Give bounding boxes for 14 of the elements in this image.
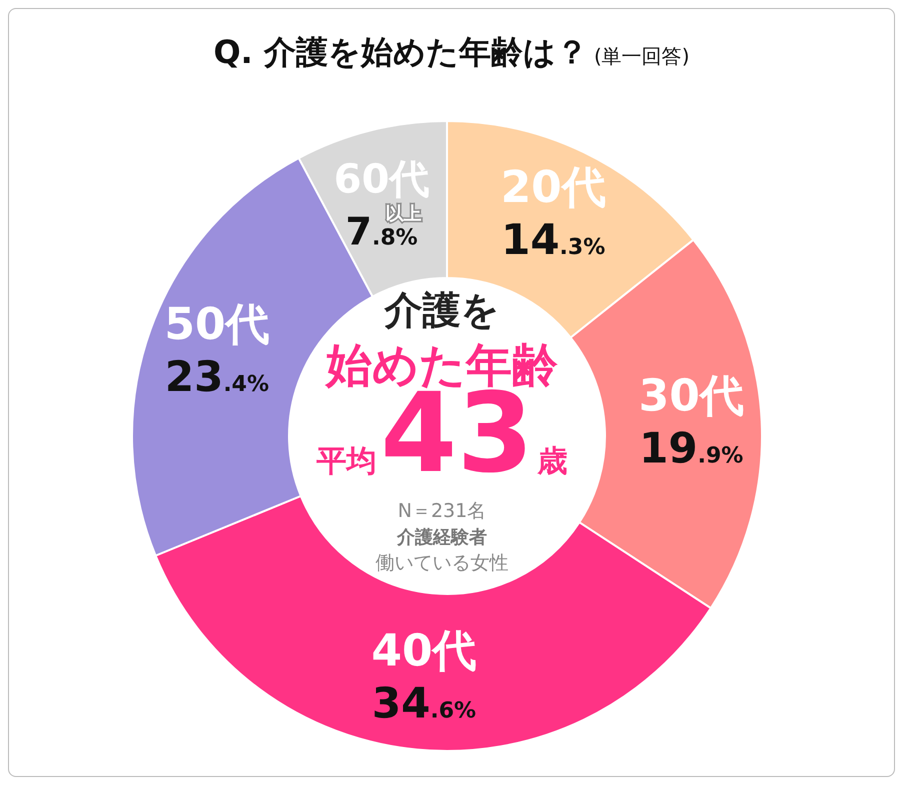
data-label: 19.9%: [639, 423, 744, 472]
text: 働いている女性: [376, 552, 508, 574]
slice-label: 20代: [500, 162, 606, 213]
text: N＝231名: [398, 500, 486, 522]
data-label: 34.6%: [372, 678, 476, 728]
slice-label: 40代: [371, 625, 477, 676]
data-label: 23.4%: [164, 352, 270, 402]
chart-title: Q. 介護を始めた年齢は？: [213, 33, 588, 71]
text: 介護を: [384, 288, 500, 332]
slice-label: 30代: [638, 370, 744, 422]
slice-label: 50代: [164, 299, 270, 350]
data-label: 14.3%: [501, 214, 606, 264]
chart-subtitle: (単一回答): [594, 44, 690, 68]
text: 介護経験者: [396, 527, 487, 548]
